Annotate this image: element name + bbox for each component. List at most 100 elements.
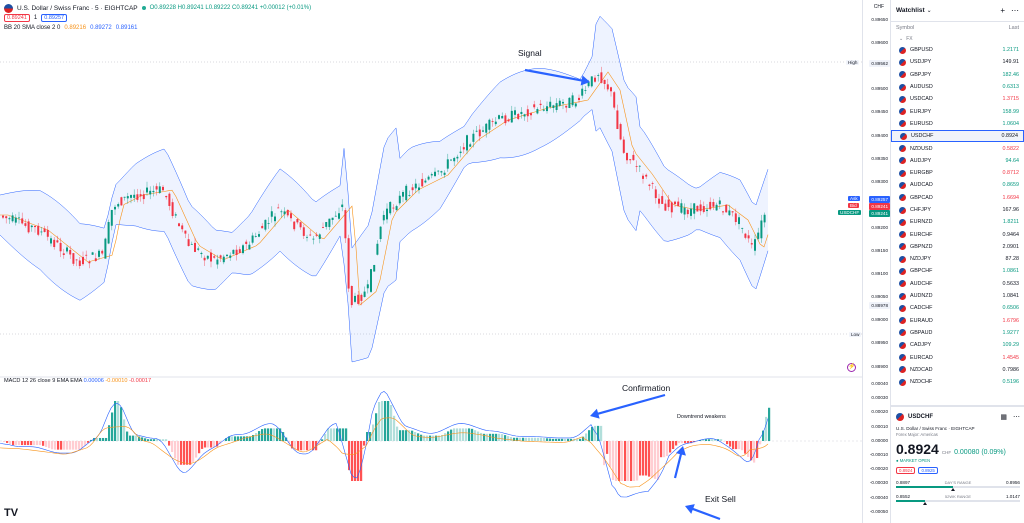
bb-indicator-name[interactable]: BB 20 SMA close 2 0 [4,25,61,31]
watchlist-row[interactable]: EURUSD 1.0604 [891,118,1024,130]
macd-histogram-bar [558,438,561,441]
macd-histogram-bar [372,424,375,441]
macd-histogram-bar [159,439,162,441]
annotation-exit-sell[interactable]: Exit Sell [705,494,736,504]
watchlist-row[interactable]: GBPAUD 1.9277 [891,327,1024,339]
sell-button[interactable]: 0.89241 [4,14,30,22]
candle-body [66,247,68,252]
annotation-confirmation[interactable]: Confirmation [622,383,671,393]
watchlist-title[interactable]: Watchlist [896,7,925,14]
watchlist-row[interactable]: EURAUD 1.6796 [891,315,1024,327]
macd-histogram-bar [513,437,516,441]
column-symbol[interactable]: Symbol [896,25,915,31]
macd-histogram-bar [600,425,603,441]
alert-icon[interactable]: ⚡ [847,363,856,372]
watchlist-row[interactable]: NZDUSD 0.5822 [891,142,1024,154]
watchlist-row[interactable]: CADCHF 0.6506 [891,302,1024,314]
macd-histogram-bar [240,436,243,441]
macd-indicator-name[interactable]: MACD 12 26 close 9 EMA EMA [4,378,83,384]
macd-histogram-bar [69,441,72,450]
candle-body [626,152,628,161]
candle-body [142,194,145,200]
watchlist-row[interactable]: NZDCAD 0.7986 [891,364,1024,376]
candle-body [501,115,504,119]
currency-flag-icon [899,181,906,189]
buy-button[interactable]: 0.89257 [41,14,68,22]
watchlist-group[interactable]: ⌄ FX [891,34,1024,44]
watchlist-row[interactable]: CHFJPY 167.96 [891,204,1024,216]
watchlist-row[interactable]: AUDUSD 0.6313 [891,81,1024,93]
more-options-icon[interactable]: ⋯ [1013,414,1020,421]
year-high: 1.0147 [1005,494,1020,499]
watchlist-row[interactable]: USDCAD 1.3715 [891,93,1024,105]
macd-histogram-bar [687,441,690,444]
candle-body [498,115,500,119]
watchlist-row[interactable]: AUDCAD 0.8659 [891,179,1024,191]
macd-histogram-bar [576,438,579,441]
watchlist-row[interactable]: GBPUSD 1.2171 [891,44,1024,56]
watchlist-row[interactable]: GBPNZD 2.0901 [891,241,1024,253]
watchlist-row[interactable]: NZDJPY 87.28 [891,253,1024,265]
macd-histogram-bar [384,401,387,441]
watchlist-row[interactable]: USDCHF 0.8924 [891,130,1024,143]
watchlist-last: 1.8211 [1002,219,1019,226]
candle-body [469,144,472,147]
annotation-downtrend[interactable]: Downtrend weakens [677,414,726,420]
details-symbol[interactable]: USDCHF [908,414,933,420]
macd-histogram-bar [177,441,180,465]
watchlist-row[interactable]: AUDNZD 1.0841 [891,290,1024,302]
macd-histogram-bar [768,407,771,441]
watchlist-row[interactable]: GBPCHF 1.0861 [891,265,1024,277]
macd-histogram-bar [411,430,414,441]
watchlist-row[interactable]: AUDJPY 94.64 [891,155,1024,167]
candle-body [600,72,603,83]
macd-histogram-bar [648,441,651,477]
watchlist-row[interactable]: CADJPY 109.29 [891,339,1024,351]
add-symbol-icon[interactable]: + [1000,6,1005,15]
watchlist-row[interactable]: USDJPY 149.91 [891,56,1024,68]
chart-canvas[interactable] [0,0,862,523]
macd-histogram-bar [366,432,369,441]
watchlist-symbol: USDCHF [911,133,934,140]
chart-pane[interactable]: U.S. Dollar / Swiss Franc · 5 · EIGHTCAP… [0,0,890,523]
macd-histogram-bar [720,439,723,441]
candle-body [78,260,81,266]
grid-icon[interactable]: ▦ [1000,414,1007,421]
macd-histogram-bar [207,441,210,448]
watchlist-row[interactable]: NZDCHF 0.5196 [891,376,1024,388]
price-scale[interactable]: CHF 0.896500.896000.895500.895000.894500… [862,0,890,523]
watchlist-row[interactable]: GBPCAD 1.6694 [891,192,1024,204]
bollinger-lower-line [0,109,769,363]
more-options-icon[interactable]: ⋯ [1011,6,1019,15]
watchlist-row[interactable]: EURGBP 0.8712 [891,167,1024,179]
chevron-down-icon[interactable]: ⌄ [926,8,932,14]
watchlist-row[interactable]: EURJPY 158.99 [891,105,1024,117]
details-buy-button[interactable]: 0.8925 [918,467,938,474]
macd-hist-value: 0.00006 [83,378,104,384]
watchlist-row[interactable]: AUDCHF 0.5633 [891,278,1024,290]
details-sell-button[interactable]: 0.8924 [896,467,916,474]
tradingview-logo[interactable]: TV [4,507,19,519]
candle-body [34,225,36,228]
macd-histogram-bar [84,441,87,446]
macd-histogram-bar [495,433,498,441]
quantity-field[interactable]: 1 [33,15,38,21]
macd-tick-label: 0.00010 [871,423,888,429]
symbol-title[interactable]: U.S. Dollar / Swiss Franc · 5 · EIGHTCAP [17,4,138,12]
column-last[interactable]: Last [1008,25,1019,31]
macd-histogram-bar [504,435,507,441]
watchlist-symbol: USDJPY [910,59,932,66]
watchlist-row[interactable]: GBPJPY 182.46 [891,69,1024,81]
confirmation-arrow-head [590,408,600,419]
macd-histogram-bar [132,435,135,441]
currency-flag-icon [899,71,906,79]
macd-histogram-bar [342,428,345,441]
watchlist-row[interactable]: EURCHF 0.9464 [891,228,1024,240]
watchlist-row[interactable]: EURNZD 1.8211 [891,216,1024,228]
candle-body [270,211,273,217]
candle-body [456,156,459,159]
watchlist-row[interactable]: EURCAD 1.4545 [891,351,1024,363]
macd-histogram-bar [591,426,594,441]
macd-histogram-bar [48,441,51,449]
annotation-signal[interactable]: Signal [518,48,542,58]
